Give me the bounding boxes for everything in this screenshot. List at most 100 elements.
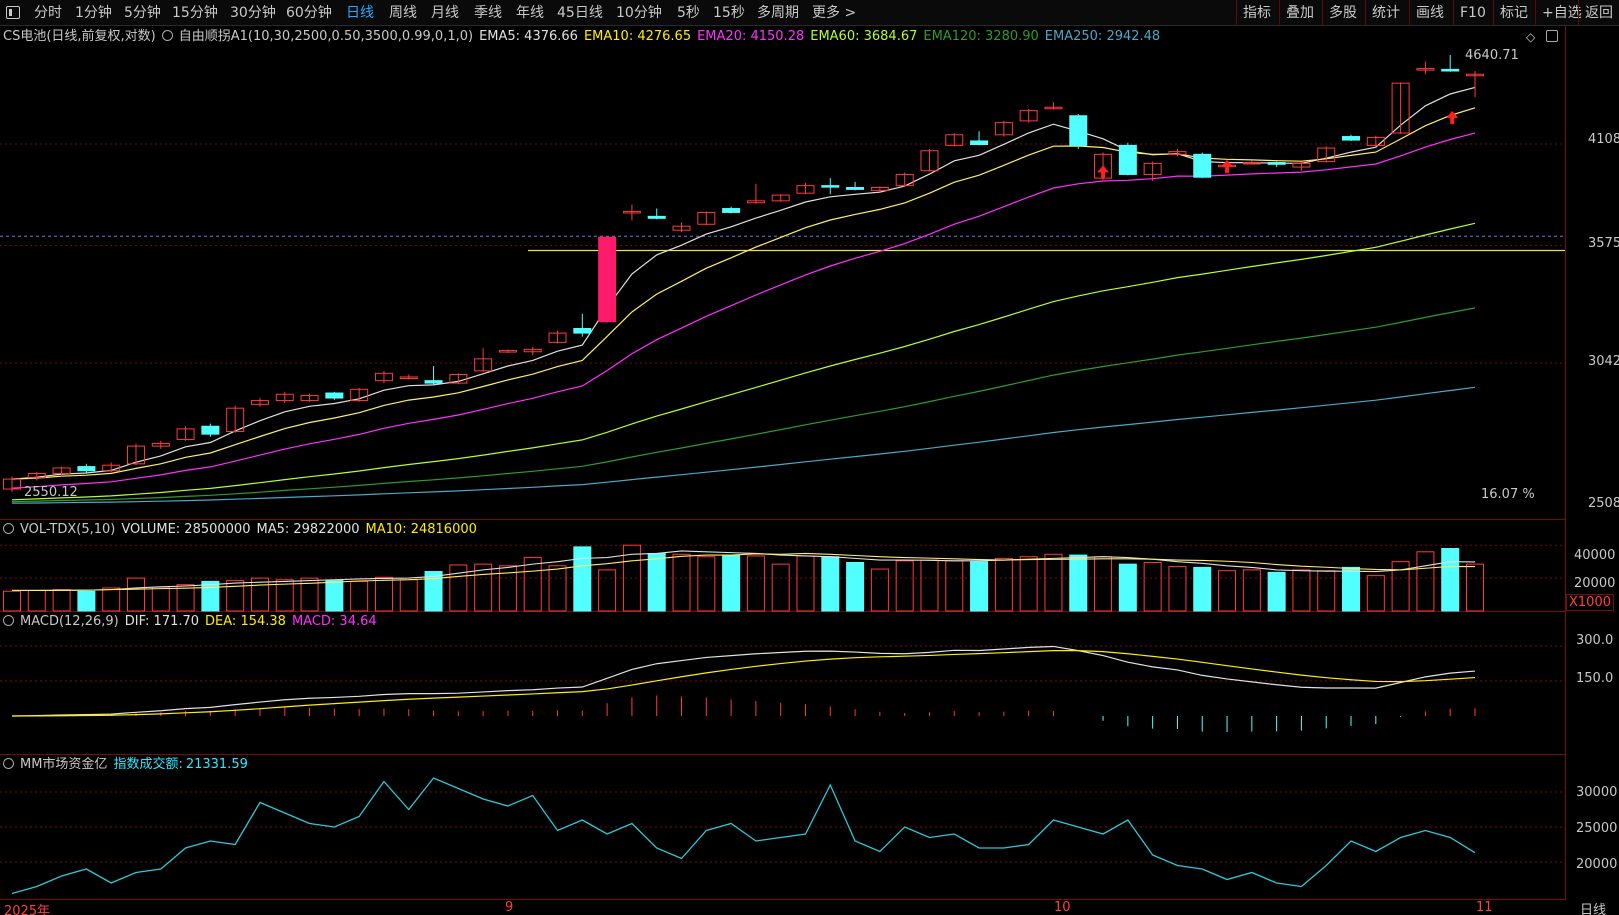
toolbar-button-6[interactable]: 标记 [1493, 0, 1534, 26]
candle-body [796, 185, 815, 194]
period-tab-6[interactable]: 日线 [346, 5, 374, 21]
toolbar-button-5[interactable]: F10 [1453, 0, 1492, 26]
ema5-label: EMA5: 4376.66 [479, 29, 578, 44]
toolbar-button-2[interactable]: 多股 [1322, 0, 1363, 26]
candle-body [3, 478, 21, 490]
period-tab-4[interactable]: 30分钟 [230, 5, 276, 21]
mm-label: 指数成交额: [113, 757, 183, 772]
period-tab-15[interactable]: 多周期 [757, 5, 799, 21]
toolbar-button-3[interactable]: 统计 [1365, 0, 1406, 26]
toolbar-button-8[interactable]: 返回 [1578, 0, 1619, 26]
volume-bar [945, 560, 964, 612]
time-label-nov: 11 [1476, 900, 1493, 915]
vol-circle-icon[interactable] [3, 523, 14, 534]
toolbar-button-7[interactable]: +自选 [1535, 0, 1588, 26]
candle-body [598, 236, 617, 323]
ema250-label: EMA250: 2942.48 [1044, 29, 1161, 44]
period-tab-13[interactable]: 5秒 [677, 5, 700, 21]
window-icon[interactable] [1546, 30, 1558, 42]
dif-label: DIF: 171.70 [124, 614, 200, 629]
dea-label: DEA: 154.38 [205, 614, 286, 629]
panel-divider [0, 611, 1565, 612]
price-axis-label-0: 4108 [1588, 132, 1619, 147]
up-arrow-icon [1446, 110, 1459, 124]
ema5-line [11, 86, 1476, 480]
period-tab-8[interactable]: 月线 [431, 5, 459, 21]
period-tab-7[interactable]: 周线 [389, 5, 417, 21]
ema10-label: EMA10: 4276.65 [583, 29, 692, 44]
period-tab-3[interactable]: 15分钟 [172, 5, 218, 21]
candle-body [374, 372, 393, 382]
period-tab-9[interactable]: 季线 [474, 5, 502, 21]
candle-body [1242, 161, 1261, 165]
volume-chart [0, 544, 1565, 612]
turnover-line [11, 777, 1476, 895]
candle-body [722, 208, 741, 213]
dif-line [11, 645, 1476, 717]
vol-unit-label: X1000 [1566, 594, 1614, 611]
volume-bar [226, 580, 245, 612]
candle-body [325, 392, 344, 399]
vol-title[interactable]: VOL-TDX(5,10) [20, 522, 116, 537]
candle-body [250, 400, 269, 405]
period-tab-5[interactable]: 60分钟 [286, 5, 332, 21]
period-tab-16[interactable]: 更多 > [812, 5, 857, 21]
macd-axis-300: 300.0 [1576, 633, 1614, 648]
volume-bar [523, 557, 542, 612]
volume-bar [399, 579, 418, 612]
time-label-oct: 10 [1054, 900, 1071, 915]
volume-bar [970, 561, 989, 612]
volume-bar [275, 579, 294, 612]
mm-axis-25000: 25000 [1576, 821, 1618, 836]
turnover-chart [0, 777, 1565, 895]
volume-bar [771, 563, 790, 612]
candle-body [275, 393, 294, 402]
mm-circle-icon[interactable] [3, 758, 14, 769]
mm-title[interactable]: MM市场资金亿 [20, 757, 108, 772]
indicator-circle-icon[interactable] [161, 30, 173, 41]
volume-bar [895, 560, 914, 612]
period-tab-2[interactable]: 5分钟 [124, 5, 161, 21]
toolbar-button-0[interactable]: 指标 [1236, 0, 1277, 26]
volume-bar [1366, 575, 1385, 612]
candle-body [994, 122, 1013, 136]
up-arrow-icon [1221, 159, 1234, 173]
volume-bar [498, 565, 517, 612]
candle-body [1118, 144, 1137, 175]
macd-value-label: MACD: 34.64 [291, 614, 377, 629]
period-tab-10[interactable]: 年线 [516, 5, 544, 21]
volume-bar [994, 557, 1013, 612]
candle-body [1267, 161, 1286, 165]
ema20-label: EMA20: 4150.28 [697, 29, 805, 44]
volume-bar [449, 564, 468, 612]
menu-icon[interactable] [6, 6, 20, 19]
period-tab-0[interactable]: 分时 [34, 5, 62, 21]
main-info-bar: CS电池(日线,前复权,对数) 自由顺拐A1(10,30,2500,0.50,35… [3, 28, 1166, 46]
candlestick-chart [0, 55, 1565, 504]
candle-body [945, 134, 964, 146]
period-tab-1[interactable]: 1分钟 [75, 5, 112, 21]
period-tab-12[interactable]: 10分钟 [616, 5, 662, 21]
volume-bar [622, 544, 641, 612]
period-indicator[interactable]: 日线 [1580, 903, 1607, 915]
mm-value: 21331.59 [185, 757, 248, 772]
volume-bar [474, 563, 493, 612]
candle-body [1292, 162, 1311, 168]
diamond-icon[interactable]: ◇ [1526, 30, 1536, 44]
volume-bar [1267, 571, 1286, 612]
macd-circle-icon[interactable] [3, 615, 14, 626]
macd-title[interactable]: MACD(12,26,9) [20, 614, 119, 629]
candle-body [399, 376, 418, 379]
volume-bar [746, 555, 765, 612]
vol-axis-40000: 40000 [1574, 548, 1616, 563]
period-tab-11[interactable]: 45日线 [557, 5, 603, 21]
indicator-label[interactable]: 自由顺拐A1(10,30,2500,0.50,3500,0.99,0,1,0) [178, 29, 474, 44]
toolbar-button-4[interactable]: 画线 [1409, 0, 1450, 26]
toolbar-button-1[interactable]: 叠加 [1279, 0, 1320, 26]
candle-body [474, 358, 493, 372]
candle-body [821, 185, 840, 188]
vol-ma5-label: MA5: 29822000 [256, 522, 360, 537]
time-label-year: 2025年 [4, 904, 51, 915]
candle-body [77, 466, 96, 472]
period-tab-14[interactable]: 15秒 [713, 5, 745, 21]
